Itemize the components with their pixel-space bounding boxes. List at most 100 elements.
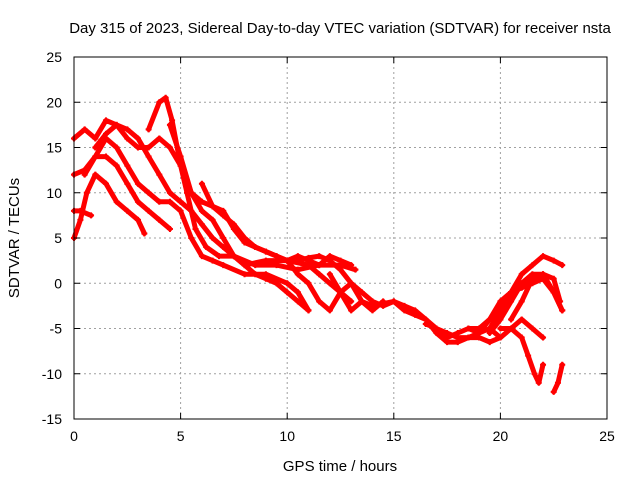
- data-point: [198, 207, 205, 214]
- y-tick-label: -15: [42, 411, 62, 427]
- data-point: [198, 180, 205, 187]
- data-point: [92, 135, 99, 142]
- data-point: [81, 171, 88, 178]
- tick-labels: 0 5 10 15 20 25 -15 -10 -5 0 5 10 15 20 25: [42, 49, 615, 444]
- data-point: [316, 271, 323, 278]
- series-group: [71, 94, 566, 395]
- data-point: [215, 253, 222, 260]
- data-point: [550, 289, 557, 296]
- data-point: [358, 298, 365, 305]
- data-point: [316, 298, 323, 305]
- y-tick-label: 25: [46, 49, 62, 65]
- chart-title: Day 315 of 2023, Sidereal Day-to-day VTE…: [69, 20, 611, 37]
- data-point: [518, 334, 525, 341]
- data-point: [401, 302, 408, 309]
- data-point: [305, 254, 312, 261]
- points-track-18: [508, 271, 557, 323]
- data-point: [156, 171, 163, 178]
- x-axis-label: GPS time / hours: [283, 458, 397, 475]
- data-point: [454, 330, 461, 337]
- data-point: [81, 126, 88, 133]
- data-point: [124, 180, 131, 187]
- data-point: [220, 235, 227, 241]
- data-point: [540, 361, 547, 368]
- data-point: [294, 289, 301, 296]
- data-point: [203, 244, 210, 251]
- data-point: [497, 307, 504, 314]
- data-point: [326, 307, 333, 314]
- data-point: [348, 307, 355, 314]
- x-tick-label: 20: [493, 428, 509, 444]
- data-point: [188, 235, 195, 241]
- data-point: [124, 162, 131, 169]
- data-point: [305, 307, 312, 314]
- series-track-3: [71, 172, 147, 241]
- data-point: [177, 207, 184, 214]
- series-track-17: [551, 362, 565, 395]
- data-point: [156, 135, 163, 142]
- data-point: [316, 262, 323, 269]
- data-point: [358, 289, 365, 296]
- data-point: [145, 207, 152, 214]
- data-point: [145, 153, 152, 160]
- data-point: [177, 198, 184, 205]
- data-point: [337, 257, 344, 264]
- data-point: [241, 235, 248, 241]
- data-point: [284, 257, 291, 264]
- data-point: [554, 379, 561, 386]
- data-point: [113, 144, 120, 151]
- data-point: [102, 117, 109, 124]
- points-track-5: [81, 153, 173, 232]
- data-point: [369, 307, 376, 314]
- y-tick-label: 20: [46, 94, 62, 110]
- data-point: [433, 325, 440, 332]
- data-point: [252, 244, 259, 251]
- data-point: [220, 212, 227, 219]
- data-point: [102, 153, 109, 160]
- data-point: [209, 235, 216, 241]
- data-point: [529, 275, 536, 282]
- y-tick-label: -10: [42, 366, 62, 382]
- data-point: [508, 298, 515, 305]
- data-point: [77, 216, 84, 223]
- data-point: [166, 189, 173, 196]
- data-point: [486, 330, 493, 337]
- data-point: [348, 298, 355, 305]
- data-point: [326, 280, 333, 287]
- data-point: [550, 388, 557, 395]
- data-point: [273, 262, 280, 269]
- grid: [74, 57, 607, 419]
- data-point: [262, 257, 269, 264]
- data-point: [156, 198, 163, 205]
- data-point: [156, 99, 163, 106]
- data-point: [262, 248, 269, 255]
- data-point: [273, 280, 280, 287]
- data-point: [188, 207, 195, 214]
- data-point: [486, 316, 493, 323]
- data-point: [326, 271, 333, 278]
- series-track-7: [146, 95, 354, 304]
- points-track-11: [326, 271, 387, 314]
- data-point: [518, 271, 525, 278]
- data-point: [454, 339, 461, 346]
- data-point: [284, 280, 291, 287]
- data-point: [192, 225, 199, 232]
- data-point: [134, 180, 141, 187]
- data-point: [497, 316, 504, 323]
- data-point: [166, 225, 173, 232]
- data-point: [476, 325, 483, 332]
- data-point: [113, 121, 120, 128]
- data-point: [550, 257, 557, 264]
- data-point: [230, 253, 237, 260]
- data-point: [465, 334, 472, 341]
- x-tick-label: 10: [279, 428, 295, 444]
- data-point: [380, 298, 387, 305]
- data-point: [124, 207, 131, 214]
- data-point: [92, 171, 99, 178]
- data-point: [77, 207, 84, 214]
- data-point: [198, 221, 205, 228]
- data-point: [92, 153, 99, 160]
- data-point: [294, 298, 301, 305]
- data-point: [326, 257, 333, 264]
